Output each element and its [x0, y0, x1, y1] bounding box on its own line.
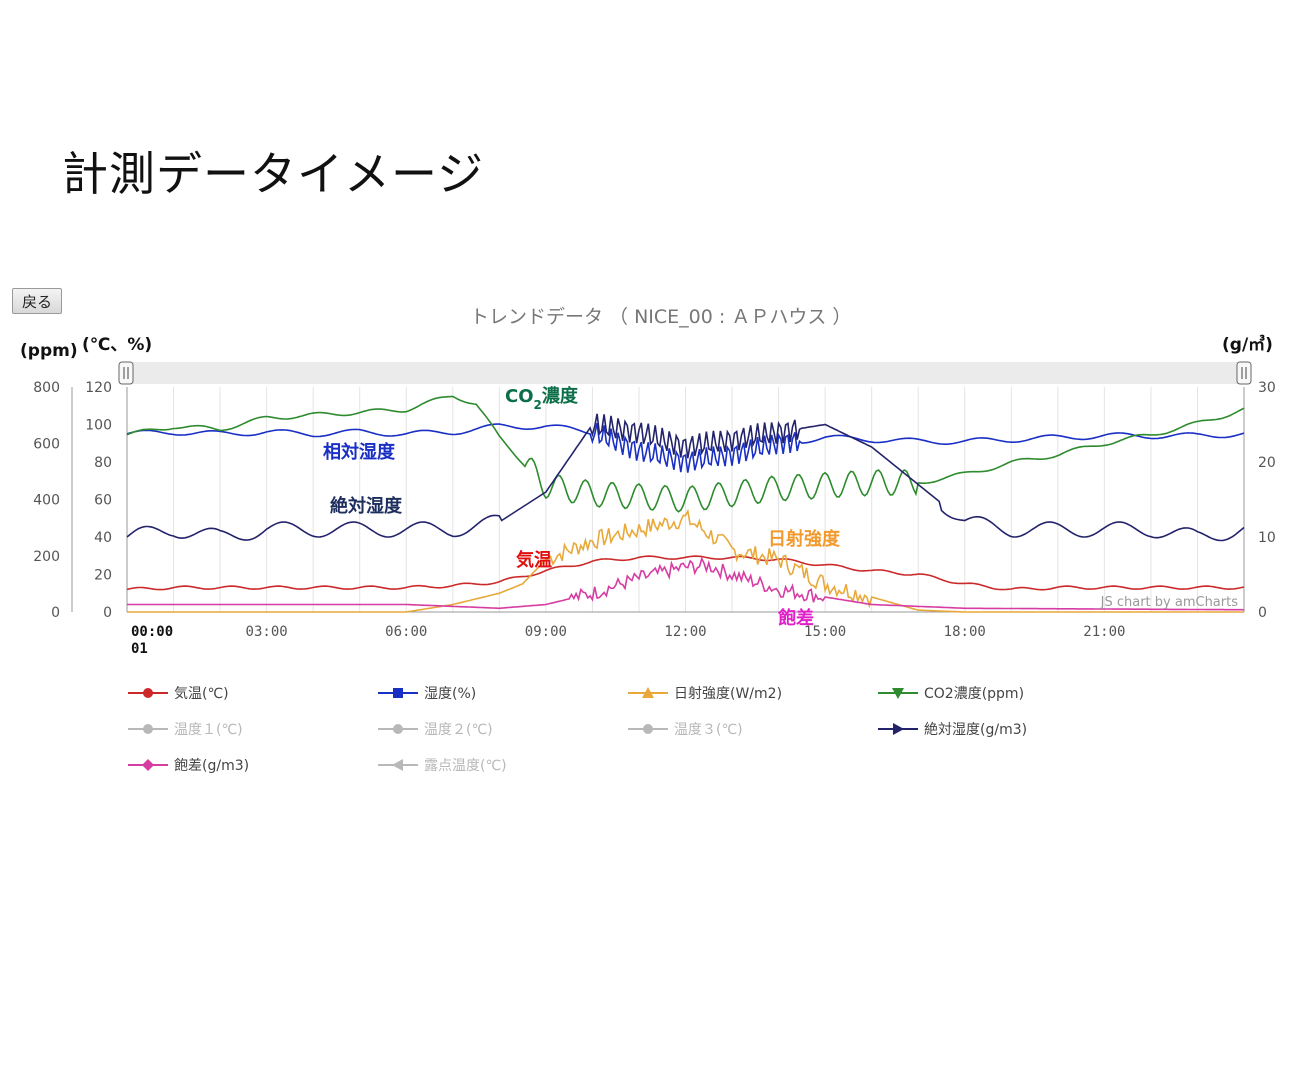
annotation-label: 飽差	[777, 607, 814, 629]
back-button[interactable]: 戻る	[12, 288, 62, 314]
x-tick-label: 12:00	[664, 624, 706, 640]
annotation-label: 絶対湿度	[330, 495, 403, 517]
series-line-def	[127, 556, 1245, 611]
legend-marker-icon	[128, 759, 168, 771]
legend-item[interactable]: 日射強度(W/m2)	[628, 682, 782, 704]
series-line-hum	[126, 422, 1245, 473]
gridlines	[126, 387, 1245, 612]
legend-label: 飽差(g/m3)	[174, 758, 250, 774]
legend-item[interactable]: 飽差(g/m3)	[128, 754, 249, 776]
legend-marker-icon	[878, 723, 918, 735]
x-tick-label: 00:00	[131, 624, 173, 640]
series-line-temp	[126, 555, 1245, 591]
series-line-abs	[126, 413, 1245, 542]
annotation-label: 日射強度	[768, 528, 841, 550]
legend-item[interactable]: 温度２(℃)	[378, 718, 493, 740]
legend-marker-icon	[128, 688, 168, 698]
x-tick-label: 21:00	[1083, 624, 1125, 640]
y-tick-label-ppm: 400	[33, 493, 60, 509]
axes: 0200400600800020406080100120010203000:00…	[33, 380, 1276, 657]
legend-item[interactable]: 温度１(℃)	[128, 718, 243, 740]
annotation-label: 気温	[516, 549, 552, 571]
watermark: JS chart by amCharts	[1100, 595, 1239, 610]
x-tick-label: 15:00	[804, 624, 846, 640]
y-tick-label-temp_pct: 100	[85, 418, 112, 434]
scrollbar-right-handle[interactable]	[1236, 361, 1252, 385]
y-tick-label-temp_pct: 60	[94, 493, 112, 509]
y-tick-label-ppm: 600	[33, 436, 60, 452]
legend-item[interactable]: 露点温度(℃)	[378, 754, 507, 776]
y-tick-label-abs: 10	[1258, 530, 1276, 546]
legend-item[interactable]: 湿度(%)	[378, 682, 476, 704]
legend-label: 温度３(℃)	[674, 722, 743, 738]
unit-ppm: (ppm)	[20, 341, 78, 361]
legend-marker-icon	[628, 724, 668, 734]
legend-item[interactable]: CO2濃度(ppm)	[878, 682, 1024, 704]
legend-item[interactable]: 温度３(℃)	[628, 718, 743, 740]
legend-label: 温度１(℃)	[174, 722, 243, 738]
scrollbar-left-handle[interactable]	[118, 361, 134, 385]
legend-marker-icon	[378, 724, 418, 734]
y-tick-label-temp_pct: 80	[94, 455, 112, 471]
y-tick-label-abs: 0	[1258, 605, 1267, 621]
unit-abs: (g/㎥)	[1222, 335, 1273, 355]
unit-temp-pct: (℃、%)	[82, 335, 153, 355]
legend-marker-icon	[128, 724, 168, 734]
legend-marker-icon	[628, 687, 668, 698]
x-tick-label: 09:00	[525, 624, 567, 640]
x-tick-label: 06:00	[385, 624, 427, 640]
y-tick-label-abs: 30	[1258, 380, 1276, 396]
legend-label: 温度２(℃)	[424, 722, 493, 738]
x-tick-label: 03:00	[246, 624, 288, 640]
legend-item[interactable]: 気温(℃)	[128, 682, 229, 704]
x-tick-sublabel: 01	[131, 641, 148, 657]
chart-heading: トレンドデータ （ NICE_00 : ＡＰハウス ）	[470, 306, 852, 328]
y-tick-label-temp_pct: 120	[85, 380, 112, 396]
scrollbar-track[interactable]	[127, 362, 1244, 384]
y-tick-label-temp_pct: 20	[94, 568, 112, 584]
slide-title: 計測データイメージ	[62, 147, 485, 201]
legend-label: CO2濃度(ppm)	[924, 686, 1025, 702]
legend-label: 絶対湿度(g/m3)	[924, 722, 1028, 738]
legend-label: 露点温度(℃)	[424, 758, 507, 774]
legend-marker-icon	[878, 688, 918, 699]
y-tick-label-temp_pct: 40	[94, 530, 112, 546]
annotation-label: 相対湿度	[323, 441, 396, 463]
series-line-solar	[127, 508, 1244, 613]
legend-label: 湿度(%)	[424, 686, 477, 702]
y-tick-label-temp_pct: 0	[103, 605, 112, 621]
series-line-co2	[126, 395, 1245, 513]
y-tick-label-ppm: 200	[33, 549, 60, 565]
legend-item[interactable]: 絶対湿度(g/m3)	[878, 718, 1027, 740]
x-tick-label: 18:00	[944, 624, 986, 640]
y-tick-label-ppm: 0	[51, 605, 60, 621]
annotation-label: CO2濃度	[505, 385, 579, 412]
legend-label: 日射強度(W/m2)	[674, 686, 783, 702]
series-layer	[126, 395, 1245, 613]
legend-marker-icon	[378, 759, 418, 771]
legend-marker-icon	[378, 688, 418, 698]
legend-label: 気温(℃)	[174, 686, 229, 702]
y-tick-label-abs: 20	[1258, 455, 1276, 471]
y-tick-label-ppm: 800	[33, 380, 60, 396]
